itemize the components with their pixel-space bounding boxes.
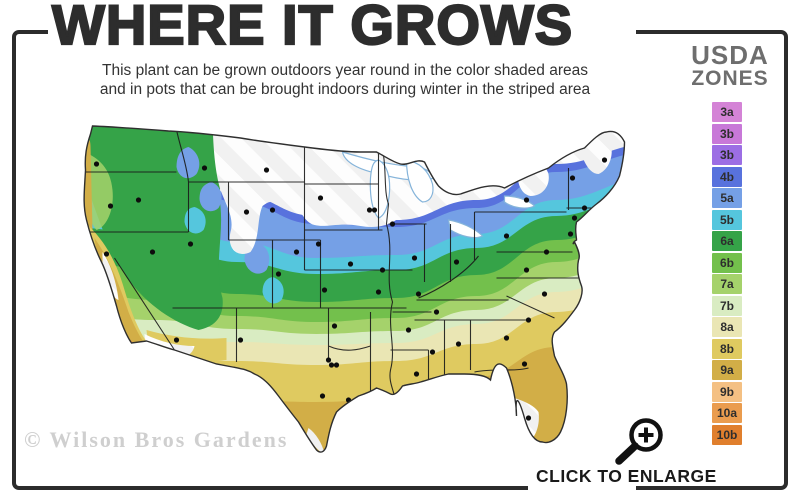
city-dot xyxy=(201,165,208,171)
zone-chip-3b: 3b xyxy=(712,145,742,165)
usda-zone-legend: 3a 3b 3b 4b 5a 5b 6a 6b 7a 7b 8a 8b 9a 9b 10a 10b xyxy=(712,102,742,446)
city-dot xyxy=(503,233,510,239)
us-map-svg xyxy=(83,125,626,453)
city-dot xyxy=(243,209,250,215)
city-dot xyxy=(521,361,528,367)
zone-chip-3b: 3b xyxy=(712,123,742,144)
rockies-blue-patch xyxy=(199,182,222,212)
city-dot xyxy=(237,337,244,343)
city-dot xyxy=(571,215,578,221)
city-dot xyxy=(379,267,386,273)
city-dot xyxy=(331,323,338,329)
city-dot xyxy=(321,287,328,293)
legend-header-zones: ZONES xyxy=(691,67,769,90)
zone-chip-6a: 6a xyxy=(712,231,742,251)
city-dot xyxy=(173,337,180,343)
zone-chip-4b: 4b xyxy=(712,166,742,187)
city-dot xyxy=(275,271,282,277)
city-dot xyxy=(503,335,510,341)
sierra-white-patch xyxy=(102,252,119,300)
usda-zones-legend-header: USDA ZONES xyxy=(672,42,788,90)
city-dots xyxy=(93,157,608,421)
city-dot xyxy=(413,371,420,377)
city-dot xyxy=(325,357,332,363)
city-dot xyxy=(543,249,550,255)
zone-chip-8b: 8b xyxy=(712,338,742,359)
legend-header-usda: USDA xyxy=(691,40,769,70)
city-dot xyxy=(317,195,324,201)
city-dot xyxy=(523,267,530,273)
city-dot xyxy=(525,415,532,421)
subtitle-line-2: and in pots that can be brought indoors … xyxy=(99,81,591,98)
frame-gap-top xyxy=(48,26,636,39)
watermark: © Wilson Bros Gardens xyxy=(24,427,289,452)
page-title: WHERE IT GROWS xyxy=(51,0,574,57)
city-dot xyxy=(371,207,378,213)
city-dot xyxy=(107,203,114,209)
city-dot xyxy=(541,291,548,297)
city-dot xyxy=(135,197,142,203)
zone-chip-7b: 7b xyxy=(712,295,742,316)
city-dot xyxy=(187,241,194,247)
city-dot xyxy=(525,317,532,323)
city-dot xyxy=(315,241,322,247)
city-dot xyxy=(375,289,382,295)
rockies-blue-patch xyxy=(176,147,200,179)
zone-chip-3a: 3a xyxy=(712,102,742,122)
zone-chip-10b: 10b xyxy=(712,424,742,445)
city-dot xyxy=(415,291,422,297)
city-dot xyxy=(569,175,576,181)
zone-chip-9b: 9b xyxy=(712,381,742,402)
subtitle-line-1: This plant can be grown outdoors year ro… xyxy=(102,62,588,79)
city-dot xyxy=(523,197,530,203)
city-dot xyxy=(93,161,100,167)
zone-chip-9a: 9a xyxy=(712,360,742,380)
city-dot xyxy=(263,167,270,173)
city-dot xyxy=(453,259,460,265)
city-dot xyxy=(269,207,276,213)
city-dot xyxy=(109,331,116,337)
city-dot xyxy=(347,261,354,267)
city-dot xyxy=(319,393,326,399)
city-dot xyxy=(405,327,412,333)
zone-chip-10a: 10a xyxy=(712,403,742,423)
zone-chip-7a: 7a xyxy=(712,274,742,294)
frame-gap-bottom xyxy=(528,483,636,496)
rockies-cyan-patch xyxy=(262,277,284,304)
magnifier-plus-icon[interactable] xyxy=(606,414,666,468)
zone-chip-5b: 5b xyxy=(712,209,742,230)
state-borders xyxy=(84,129,593,400)
click-to-enlarge-label[interactable]: CLICK TO ENLARGE xyxy=(536,466,717,486)
city-dot xyxy=(601,157,608,163)
zone-chip-6b: 6b xyxy=(712,252,742,273)
us-outline xyxy=(83,125,626,453)
city-dot xyxy=(581,205,588,211)
city-dot xyxy=(103,251,110,257)
rockies-cyan-patch xyxy=(184,207,206,234)
city-dot xyxy=(433,309,440,315)
lake-ontario xyxy=(503,195,536,209)
city-dot xyxy=(567,231,574,237)
city-dot xyxy=(389,221,396,227)
south-texas-striped-area xyxy=(306,428,325,453)
coast-gold-strip xyxy=(84,132,93,231)
usda-zone-map[interactable] xyxy=(74,112,639,473)
lake-huron xyxy=(405,159,434,203)
city-dot xyxy=(429,349,436,355)
city-dot xyxy=(149,249,156,255)
zone-chip-5a: 5a xyxy=(712,188,742,208)
city-dot xyxy=(328,362,335,368)
city-dot xyxy=(411,255,418,261)
zone-chip-8a: 8a xyxy=(712,317,742,337)
city-dot xyxy=(366,207,373,213)
city-dot xyxy=(455,341,462,347)
city-dot xyxy=(333,362,340,368)
subtitle: This plant can be grown outdoors year ro… xyxy=(65,61,625,99)
city-dot xyxy=(293,249,300,255)
